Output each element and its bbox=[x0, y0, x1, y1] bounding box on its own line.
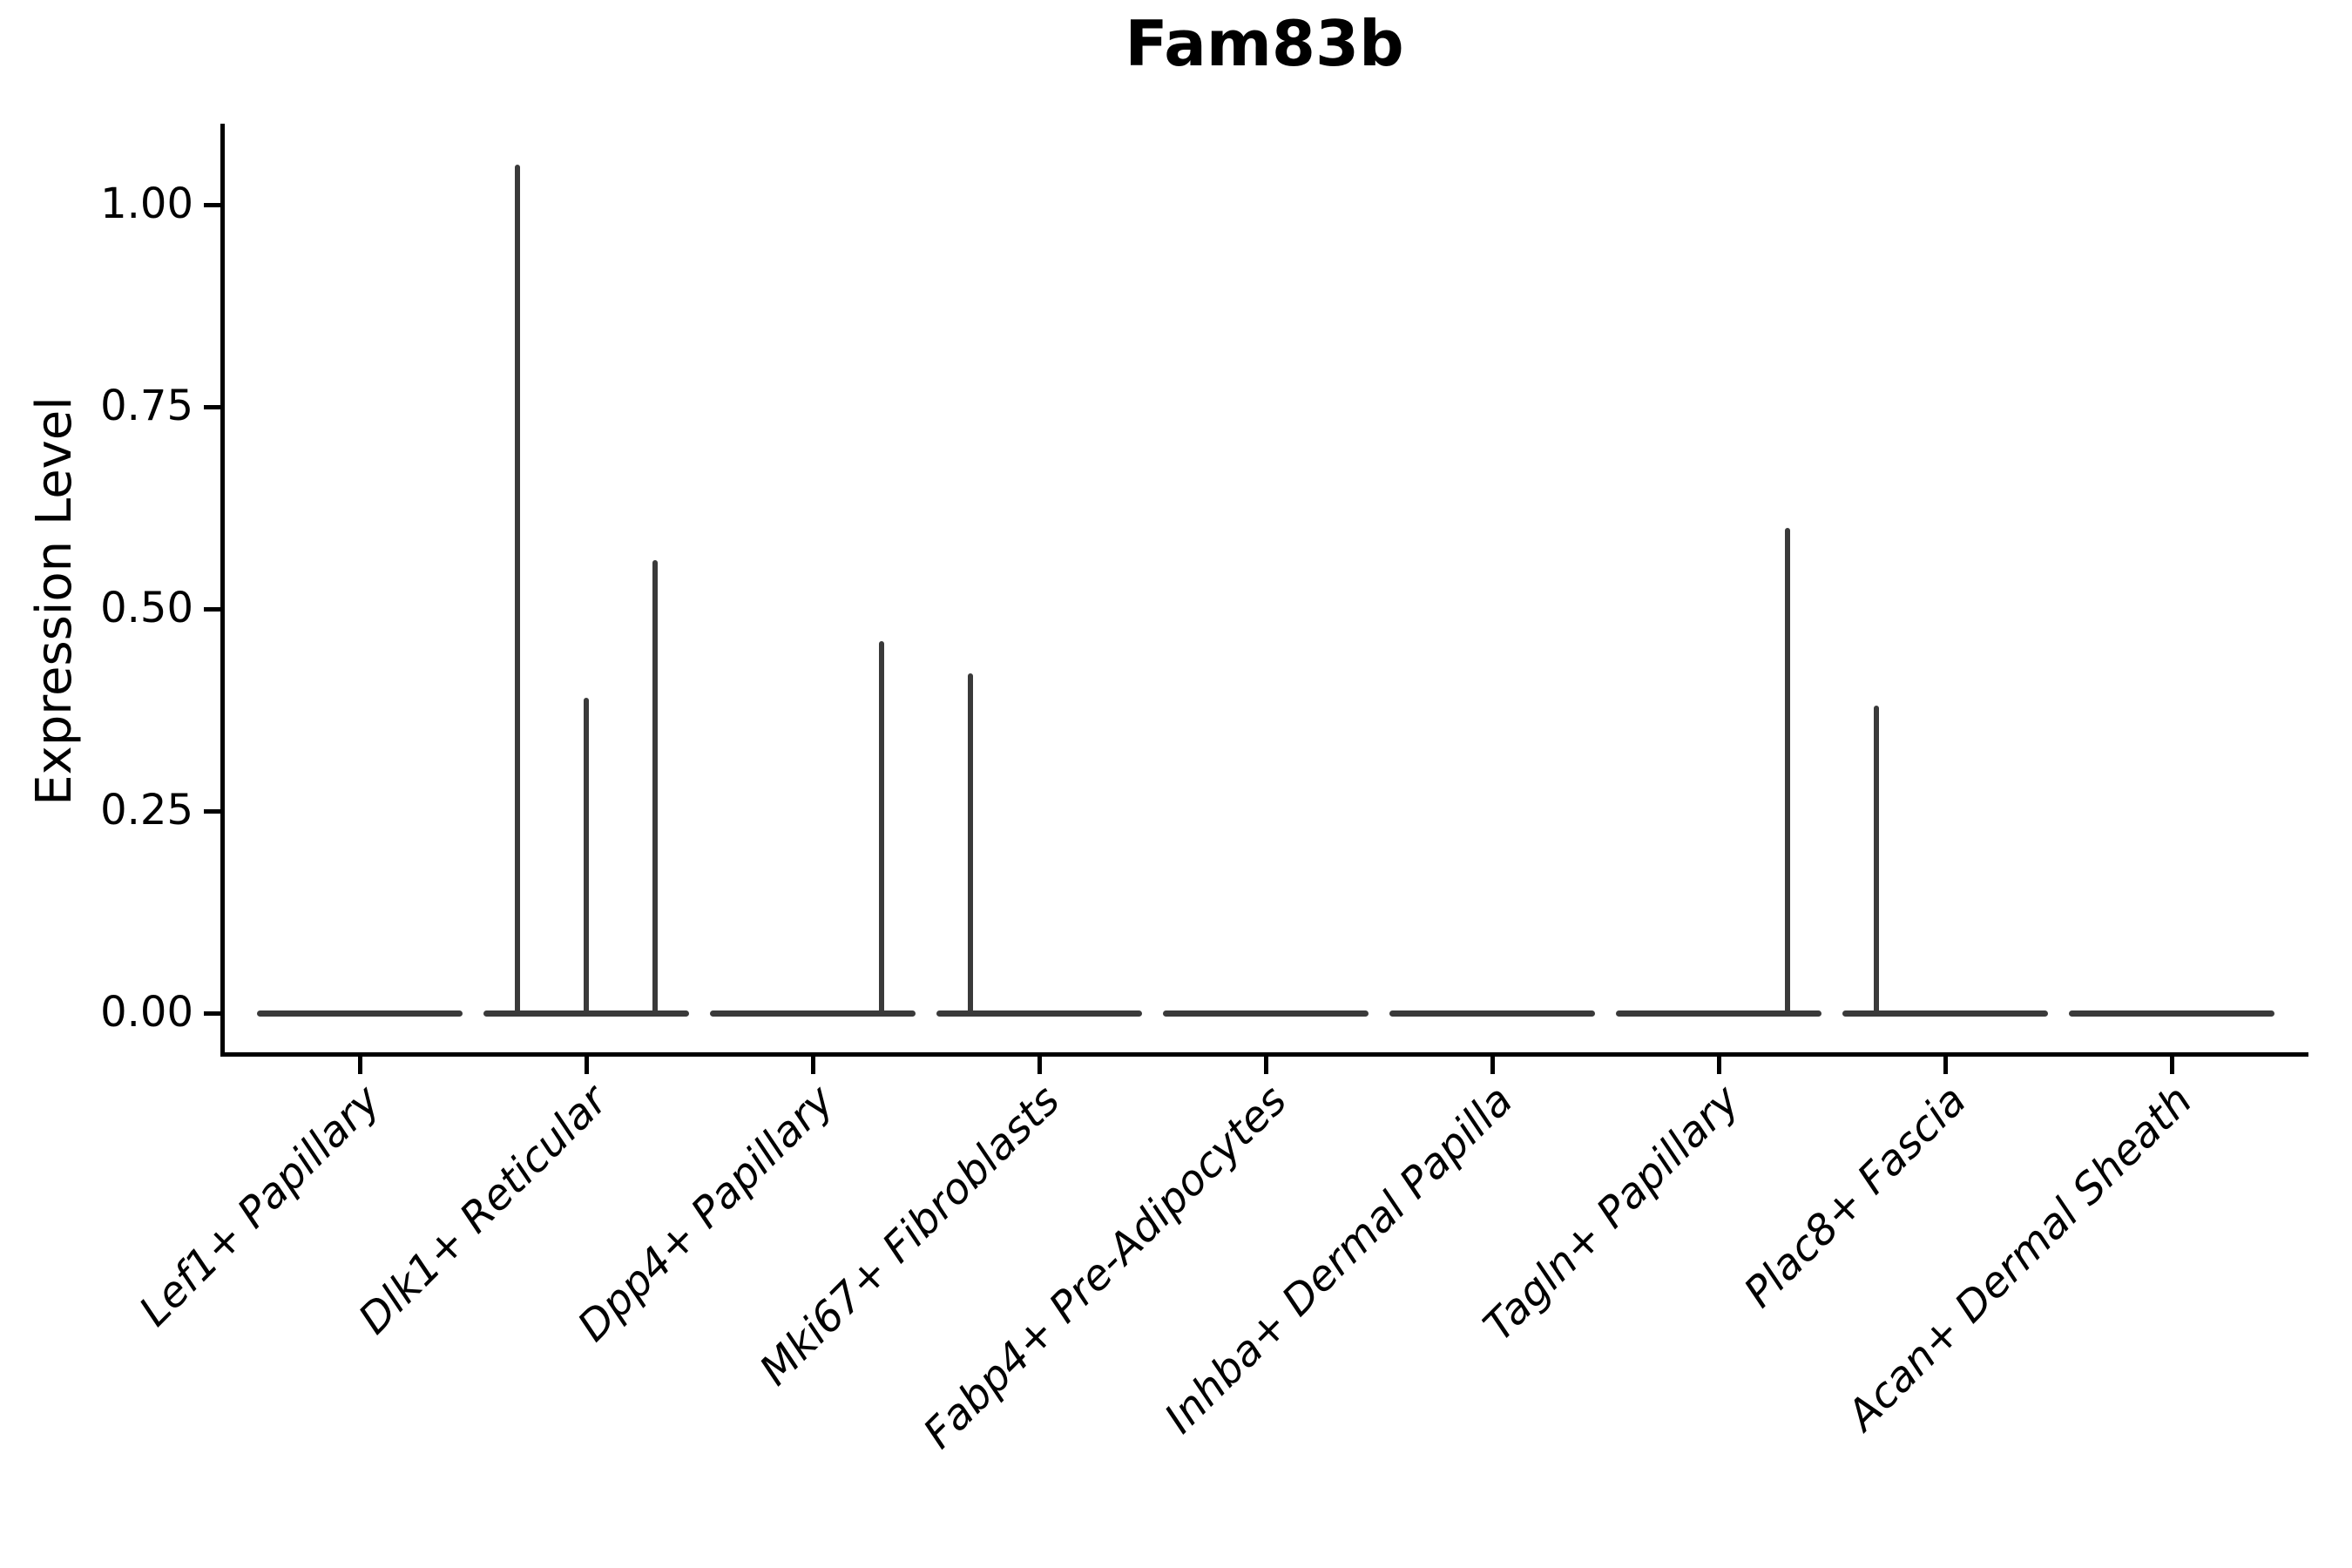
x-tick-mark bbox=[2169, 1057, 2174, 1074]
x-tick-mark bbox=[1490, 1057, 1495, 1074]
violin-spike bbox=[584, 698, 589, 1016]
x-category-label: Fabp4+ Pre-Adipocytes bbox=[914, 1076, 1296, 1458]
violin-spike bbox=[515, 164, 521, 1016]
x-tick-mark bbox=[1943, 1057, 1948, 1074]
x-tick-mark bbox=[1263, 1057, 1268, 1074]
y-tick-mark bbox=[204, 1010, 220, 1016]
chart-title: Fam83b bbox=[1125, 7, 1404, 80]
violin-spike bbox=[968, 673, 974, 1016]
violin-baseline bbox=[1616, 1010, 1821, 1017]
violin-baseline bbox=[2069, 1010, 2274, 1017]
x-tick-mark bbox=[1716, 1057, 1721, 1074]
violin-baseline bbox=[483, 1010, 689, 1017]
violin-spike bbox=[878, 641, 884, 1016]
y-tick-label: 1.00 bbox=[100, 179, 193, 228]
violin-baseline bbox=[257, 1010, 463, 1017]
violin-baseline bbox=[936, 1010, 1142, 1017]
x-tick-mark bbox=[584, 1057, 589, 1074]
violin-baseline bbox=[1163, 1010, 1369, 1017]
y-axis-spine bbox=[220, 124, 225, 1057]
y-tick-mark bbox=[204, 404, 220, 409]
violin-spike bbox=[652, 560, 658, 1016]
y-tick-label: 0.25 bbox=[100, 786, 193, 835]
x-axis-spine bbox=[220, 1052, 2308, 1057]
y-tick-mark bbox=[204, 808, 220, 814]
violin-baseline bbox=[710, 1010, 916, 1017]
x-category-label: Lef1+ Papillary bbox=[130, 1076, 390, 1336]
y-tick-label: 0.00 bbox=[100, 988, 193, 1037]
violin-baseline bbox=[1842, 1010, 2048, 1017]
x-tick-mark bbox=[1037, 1057, 1042, 1074]
violin-baseline bbox=[1389, 1010, 1595, 1017]
x-tick-mark bbox=[810, 1057, 815, 1074]
x-category-label: Plac8+ Fascia bbox=[1734, 1076, 1976, 1317]
x-category-label: Tagln+ Papillary bbox=[1474, 1076, 1749, 1351]
x-category-label: Dlk1+ Reticular bbox=[348, 1076, 617, 1344]
y-tick-label: 0.50 bbox=[100, 584, 193, 632]
violin-spike bbox=[1784, 528, 1790, 1016]
y-tick-label: 0.75 bbox=[100, 382, 193, 430]
y-tick-mark bbox=[204, 606, 220, 612]
y-tick-mark bbox=[204, 202, 220, 207]
x-tick-mark bbox=[357, 1057, 362, 1074]
violin-spike bbox=[1874, 706, 1880, 1016]
y-axis-label-text: Expression Level bbox=[26, 396, 83, 806]
